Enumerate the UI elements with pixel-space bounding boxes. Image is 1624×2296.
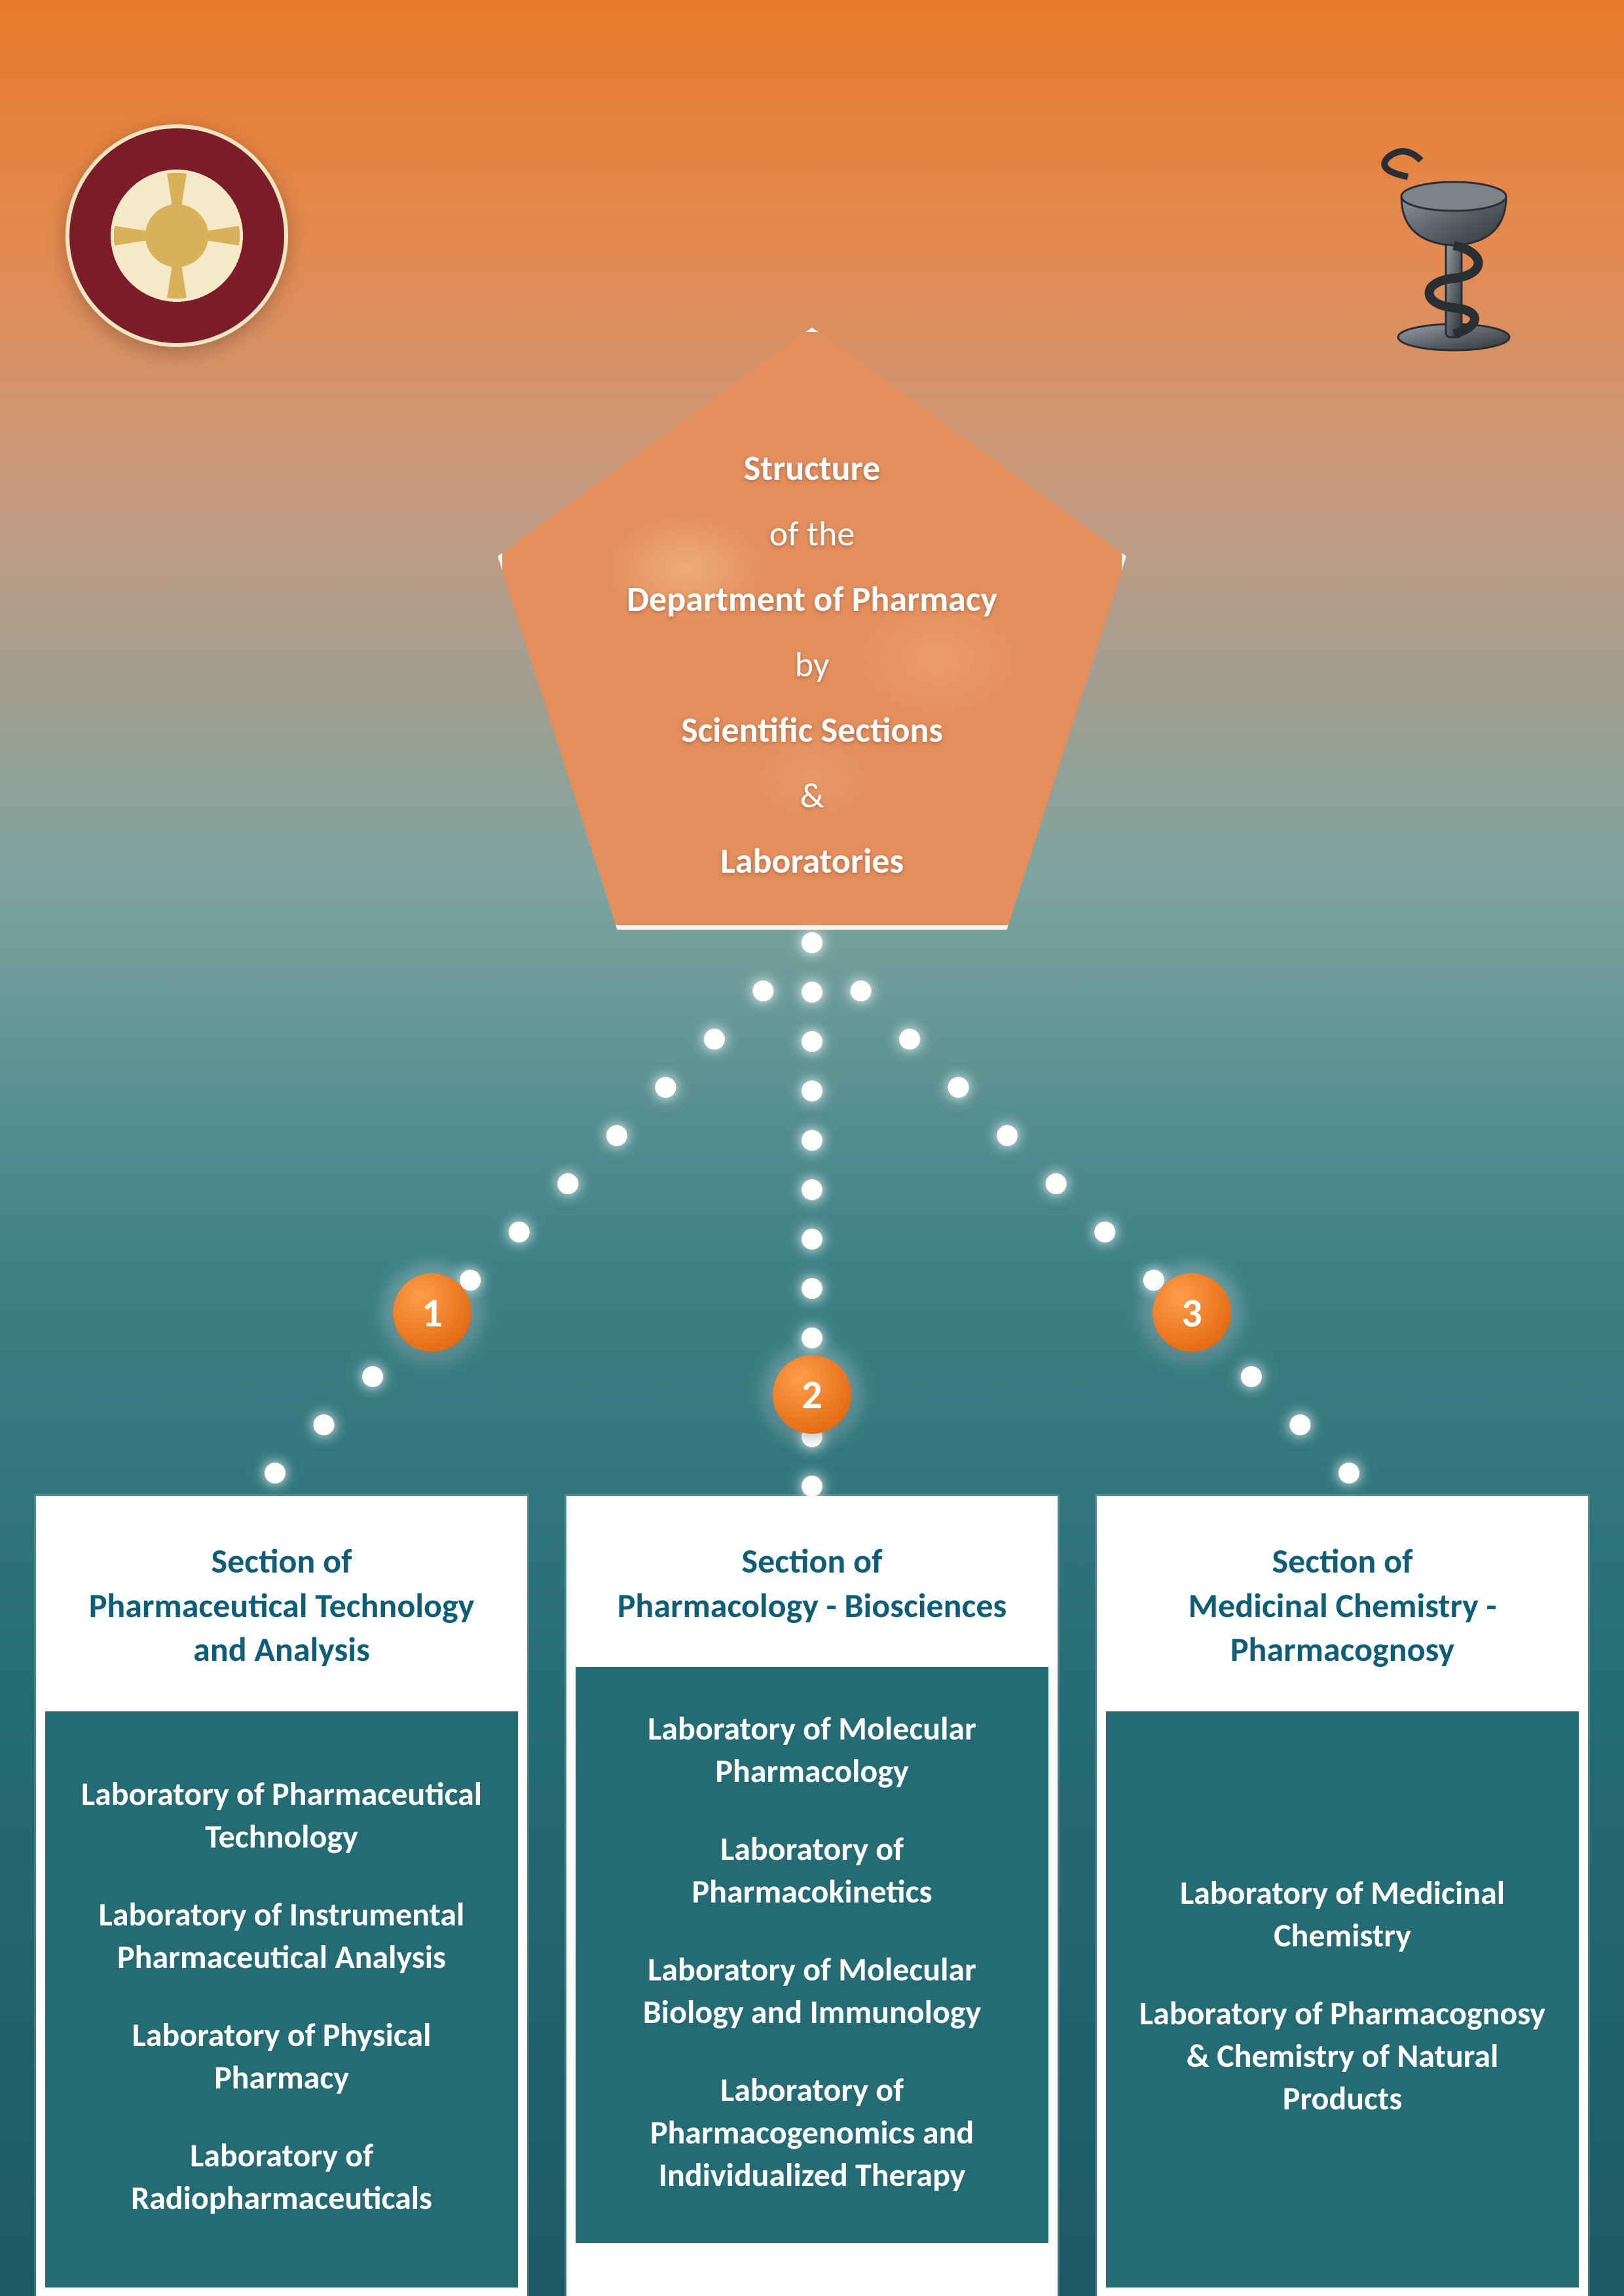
section-header: Section of Medicinal Chemistry - Pharmac… bbox=[1106, 1505, 1579, 1711]
lab-item: Laboratory of Molecular Pharmacology bbox=[602, 1707, 1022, 1793]
section-lead: Section of bbox=[595, 1539, 1029, 1584]
lab-item: Laboratory of Pharmaceutical Technology bbox=[71, 1773, 492, 1858]
section-header: Section of Pharmacology - Biosciences bbox=[576, 1505, 1048, 1667]
section-title: Pharmacology - Biosciences bbox=[618, 1584, 1007, 1626]
lab-item: Laboratory of Pharmacogenomics and Indiv… bbox=[602, 2069, 1022, 2196]
pharmacy-symbol-icon bbox=[1369, 137, 1539, 354]
title-pentagon: Structure of the Department of Pharmacy … bbox=[498, 327, 1126, 930]
lab-item: Laboratory of Radiopharmaceuticals bbox=[71, 2134, 492, 2219]
section-lead: Section of bbox=[65, 1539, 498, 1584]
section-card-3: Section of Medicinal Chemistry - Pharmac… bbox=[1097, 1496, 1588, 2296]
section-body: Laboratory of Pharmaceutical Technology … bbox=[45, 1711, 518, 2287]
lab-item: Laboratory of Physical Pharmacy bbox=[71, 2014, 492, 2099]
lab-item: Laboratory of Pharmacokinetics bbox=[602, 1828, 1022, 1913]
badge-label: 1 bbox=[422, 1288, 442, 1338]
section-card-1: Section of Pharmaceutical Technology and… bbox=[36, 1496, 527, 2296]
badge-label: 2 bbox=[802, 1370, 822, 1419]
section-title: Pharmaceutical Technology and Analysis bbox=[89, 1584, 475, 1671]
section-badge-2: 2 bbox=[773, 1355, 851, 1434]
pentagon-line: Structure bbox=[744, 446, 881, 490]
page: Structure of the Department of Pharmacy … bbox=[0, 0, 1624, 2296]
badge-label: 3 bbox=[1181, 1288, 1202, 1338]
pentagon-text: Structure of the Department of Pharmacy … bbox=[498, 327, 1126, 930]
section-title: Medicinal Chemistry - Pharmacognosy bbox=[1189, 1584, 1497, 1671]
lab-item: Laboratory of Instrumental Pharmaceutica… bbox=[71, 1893, 492, 1978]
sections-row: Section of Pharmaceutical Technology and… bbox=[36, 1496, 1588, 2296]
section-badge-3: 3 bbox=[1153, 1273, 1231, 1352]
section-badge-1: 1 bbox=[393, 1273, 471, 1352]
section-lead: Section of bbox=[1126, 1539, 1559, 1584]
pentagon-line: of the bbox=[769, 512, 855, 555]
university-seal-logo bbox=[65, 124, 288, 347]
pentagon-line: by bbox=[795, 643, 830, 686]
pentagon-line: Department of Pharmacy bbox=[627, 577, 997, 621]
lab-item: Laboratory of Pharmacognosy & Chemistry … bbox=[1132, 1992, 1553, 2120]
section-card-2: Section of Pharmacology - Biosciences La… bbox=[566, 1496, 1058, 2296]
lab-item: Laboratory of Medicinal Chemistry bbox=[1132, 1872, 1553, 1957]
pentagon-line: Scientific Sections bbox=[681, 708, 943, 752]
section-body: Laboratory of Medicinal Chemistry Labora… bbox=[1106, 1711, 1579, 2287]
lab-item: Laboratory of Molecular Biology and Immu… bbox=[602, 1948, 1022, 2033]
pentagon-line: & bbox=[800, 774, 824, 817]
section-header: Section of Pharmaceutical Technology and… bbox=[45, 1505, 518, 1711]
pentagon-line: Laboratories bbox=[720, 839, 904, 883]
section-body: Laboratory of Molecular Pharmacology Lab… bbox=[576, 1667, 1048, 2243]
